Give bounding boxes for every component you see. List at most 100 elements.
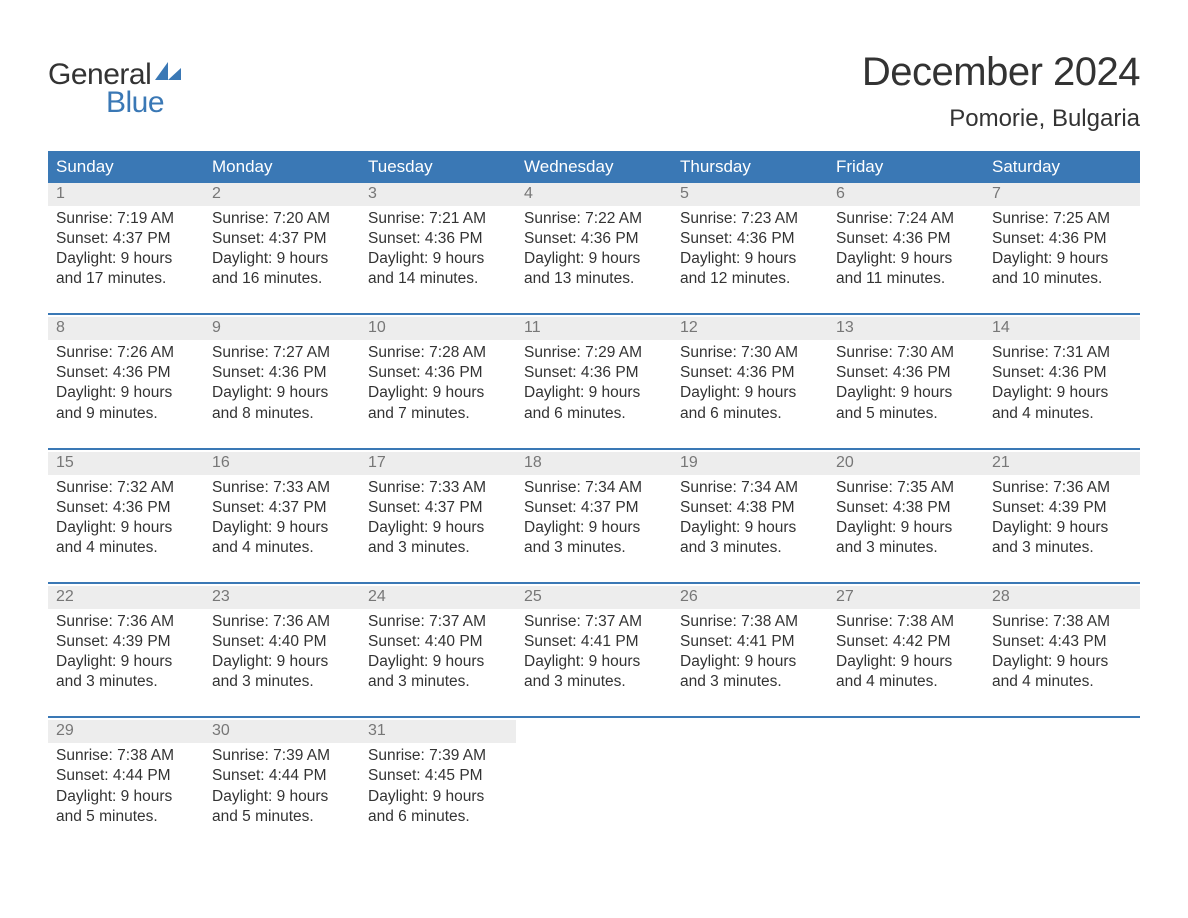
day-details: Sunrise: 7:30 AMSunset: 4:36 PMDaylight:… — [836, 340, 976, 424]
day-sunrise: Sunrise: 7:19 AM — [56, 209, 196, 229]
day-details: Sunrise: 7:38 AMSunset: 4:42 PMDaylight:… — [836, 609, 976, 693]
day-dl2: and 5 minutes. — [836, 404, 976, 424]
day-number-cell: 30 — [204, 720, 360, 743]
day-content-row: Sunrise: 7:26 AMSunset: 4:36 PMDaylight:… — [48, 340, 1140, 449]
day-cell: Sunrise: 7:36 AMSunset: 4:39 PMDaylight:… — [48, 609, 204, 718]
day-details: Sunrise: 7:39 AMSunset: 4:45 PMDaylight:… — [368, 743, 508, 827]
day-dl2: and 3 minutes. — [836, 538, 976, 558]
brand-logo: General Blue — [48, 58, 181, 120]
day-number-cell — [828, 720, 984, 743]
day-sunrise: Sunrise: 7:28 AM — [368, 343, 508, 363]
page-root: General Blue December 2024 Pomorie, Bulg… — [0, 0, 1188, 891]
day-sunset: Sunset: 4:37 PM — [212, 229, 352, 249]
day-dl1: Daylight: 9 hours — [368, 249, 508, 269]
day-details: Sunrise: 7:31 AMSunset: 4:36 PMDaylight:… — [992, 340, 1132, 424]
day-sunset: Sunset: 4:36 PM — [56, 363, 196, 383]
day-cell: Sunrise: 7:29 AMSunset: 4:36 PMDaylight:… — [516, 340, 672, 449]
day-dl2: and 8 minutes. — [212, 404, 352, 424]
day-number-cell: 31 — [360, 720, 516, 743]
day-number-cell — [672, 720, 828, 743]
day-sunset: Sunset: 4:36 PM — [212, 363, 352, 383]
day-details: Sunrise: 7:36 AMSunset: 4:39 PMDaylight:… — [56, 609, 196, 693]
day-sunrise: Sunrise: 7:38 AM — [680, 612, 820, 632]
day-dl1: Daylight: 9 hours — [836, 652, 976, 672]
day-details: Sunrise: 7:30 AMSunset: 4:36 PMDaylight:… — [680, 340, 820, 424]
day-sunset: Sunset: 4:39 PM — [56, 632, 196, 652]
day-dl1: Daylight: 9 hours — [212, 383, 352, 403]
day-number-cell: 12 — [672, 317, 828, 340]
day-dl1: Daylight: 9 hours — [368, 518, 508, 538]
day-cell: Sunrise: 7:33 AMSunset: 4:37 PMDaylight:… — [204, 475, 360, 584]
day-number-row: 1234567 — [48, 183, 1140, 206]
day-dl1: Daylight: 9 hours — [368, 652, 508, 672]
day-sunset: Sunset: 4:36 PM — [368, 229, 508, 249]
day-sunset: Sunset: 4:44 PM — [56, 766, 196, 786]
day-dl1: Daylight: 9 hours — [212, 652, 352, 672]
day-cell — [828, 743, 984, 851]
day-dl2: and 3 minutes. — [368, 538, 508, 558]
day-number-cell: 20 — [828, 452, 984, 475]
day-cell: Sunrise: 7:38 AMSunset: 4:42 PMDaylight:… — [828, 609, 984, 718]
calendar-body: 1234567 Sunrise: 7:19 AM Sunset: 4:37 PM Da… — [48, 183, 1140, 851]
day-sunrise: Sunrise: 7:33 AM — [368, 478, 508, 498]
day-number-cell: 13 — [828, 317, 984, 340]
day-number-cell: 29 — [48, 720, 204, 743]
day-dl2: and 6 minutes. — [368, 807, 508, 827]
day-sunrise: Sunrise: 7:36 AM — [212, 612, 352, 632]
day-sunrise: Sunrise: 7:34 AM — [524, 478, 664, 498]
day-number-cell: 9 — [204, 317, 360, 340]
day-dl1: Daylight: 9 hours — [836, 249, 976, 269]
day-cell: Sunrise: 7:38 AMSunset: 4:44 PMDaylight:… — [48, 743, 204, 851]
day-sunrise: Sunrise: 7:23 AM — [680, 209, 820, 229]
logo-text-blue: Blue — [106, 86, 164, 120]
day-details: Sunrise: 7:29 AMSunset: 4:36 PMDaylight:… — [524, 340, 664, 424]
day-number-cell: 21 — [984, 452, 1140, 475]
day-details: Sunrise: 7:33 AMSunset: 4:37 PMDaylight:… — [212, 475, 352, 559]
day-number-cell — [516, 720, 672, 743]
day-details: Sunrise: 7:38 AMSunset: 4:44 PMDaylight:… — [56, 743, 196, 827]
day-dl2: and 3 minutes. — [680, 672, 820, 692]
day-number-cell: 3 — [360, 183, 516, 206]
day-number-cell: 22 — [48, 586, 204, 609]
day-dl2: and 4 minutes. — [992, 672, 1132, 692]
day-header: Tuesday — [360, 151, 516, 183]
day-number-cell: 1 — [48, 183, 204, 206]
day-dl2: and 7 minutes. — [368, 404, 508, 424]
day-cell — [672, 743, 828, 851]
page-title: December 2024 — [862, 50, 1140, 95]
day-sunset: Sunset: 4:44 PM — [212, 766, 352, 786]
day-sunset: Sunset: 4:42 PM — [836, 632, 976, 652]
day-dl2: and 10 minutes. — [992, 269, 1132, 289]
day-cell: Sunrise: 7:34 AMSunset: 4:38 PMDaylight:… — [672, 475, 828, 584]
day-number-row: 15161718192021 — [48, 452, 1140, 475]
day-sunrise: Sunrise: 7:39 AM — [368, 746, 508, 766]
day-cell: Sunrise: 7:38 AMSunset: 4:41 PMDaylight:… — [672, 609, 828, 718]
day-sunset: Sunset: 4:41 PM — [680, 632, 820, 652]
day-details: Sunrise: 7:37 AMSunset: 4:40 PMDaylight:… — [368, 609, 508, 693]
day-cell: Sunrise: 7:21 AMSunset: 4:36 PMDaylight:… — [360, 206, 516, 315]
day-cell: Sunrise: 7:31 AMSunset: 4:36 PMDaylight:… — [984, 340, 1140, 449]
calendar-header: Sunday Monday Tuesday Wednesday Thursday… — [48, 151, 1140, 183]
day-dl2: and 3 minutes. — [212, 672, 352, 692]
day-number-cell: 7 — [984, 183, 1140, 206]
day-details: Sunrise: 7:22 AMSunset: 4:36 PMDaylight:… — [524, 206, 664, 290]
day-dl1: Daylight: 9 hours — [56, 383, 196, 403]
day-cell: Sunrise: 7:37 AMSunset: 4:41 PMDaylight:… — [516, 609, 672, 718]
day-cell: Sunrise: 7:32 AMSunset: 4:36 PMDaylight:… — [48, 475, 204, 584]
day-sunrise: Sunrise: 7:27 AM — [212, 343, 352, 363]
day-sunrise: Sunrise: 7:29 AM — [524, 343, 664, 363]
day-dl2: and 5 minutes. — [56, 807, 196, 827]
day-dl1: Daylight: 9 hours — [680, 249, 820, 269]
day-sunrise: Sunrise: 7:37 AM — [524, 612, 664, 632]
day-content-row: Sunrise: 7:19 AM Sunset: 4:37 PM Daylight:… — [48, 206, 1140, 315]
day-dl2: and 6 minutes. — [680, 404, 820, 424]
day-dl1: Daylight: 9 hours — [992, 518, 1132, 538]
day-sunrise: Sunrise: 7:37 AM — [368, 612, 508, 632]
day-dl1: Daylight: 9 hours — [524, 383, 664, 403]
day-details: Sunrise: 7:26 AMSunset: 4:36 PMDaylight:… — [56, 340, 196, 424]
day-dl2: and 3 minutes. — [524, 672, 664, 692]
day-cell: Sunrise: 7:24 AMSunset: 4:36 PMDaylight:… — [828, 206, 984, 315]
day-number-cell: 27 — [828, 586, 984, 609]
day-details: Sunrise: 7:33 AMSunset: 4:37 PMDaylight:… — [368, 475, 508, 559]
page-subtitle: Pomorie, Bulgaria — [862, 105, 1140, 133]
